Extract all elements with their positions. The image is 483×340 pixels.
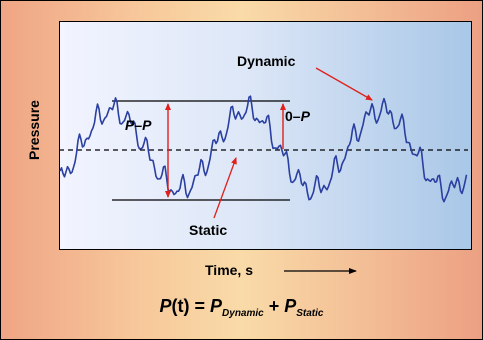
plot-area [59, 21, 472, 250]
zero-to-peak-prefix: 0– [285, 108, 301, 124]
formula-lhs-arg: (t) [171, 296, 190, 316]
formula-p-static: P [284, 296, 297, 316]
pressure-signal-curve [59, 95, 468, 203]
formula-equals: = [189, 296, 211, 316]
formula-plus: + [263, 296, 285, 316]
static-callout-arrow [213, 157, 237, 219]
formula-lhs: P [159, 296, 172, 316]
static-label: Static [189, 222, 228, 238]
formula-sub-static: Static [296, 308, 324, 319]
peak-to-peak-label: P–P [125, 117, 152, 133]
pressure-formula: P(t) = PDynamic + PStatic [0, 296, 483, 319]
y-axis-label: Pressure [26, 100, 42, 160]
dynamic-callout-arrow [315, 67, 373, 101]
zero-to-peak-label: 0–P [285, 108, 310, 124]
dynamic-label: Dynamic [237, 53, 296, 69]
zero-to-peak-p: P [300, 108, 310, 124]
formula-sub-dynamic: Dynamic [222, 308, 264, 319]
formula-p-dynamic: P [210, 296, 223, 316]
x-axis-label: Time, s [205, 262, 253, 278]
